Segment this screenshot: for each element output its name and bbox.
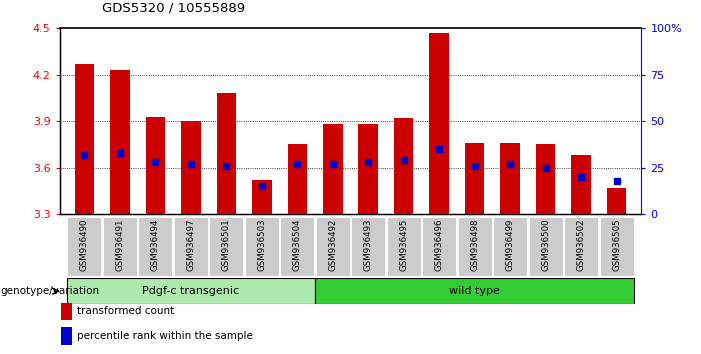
Text: GSM936503: GSM936503 [257,218,266,271]
Bar [607,188,626,214]
Text: GSM936504: GSM936504 [293,218,302,271]
FancyBboxPatch shape [458,217,491,275]
Text: genotype/variation: genotype/variation [0,286,99,296]
Text: GSM936502: GSM936502 [577,218,585,271]
Text: GSM936495: GSM936495 [399,218,408,271]
FancyBboxPatch shape [315,217,350,275]
FancyBboxPatch shape [599,217,634,275]
Text: GSM936496: GSM936496 [435,218,444,271]
FancyBboxPatch shape [493,217,527,275]
Bar [501,143,520,214]
Bar [323,124,343,214]
Text: GSM936497: GSM936497 [186,218,196,271]
Bar [146,116,165,214]
Text: GSM936501: GSM936501 [222,218,231,271]
Bar [465,143,484,214]
Bar [394,118,414,214]
FancyBboxPatch shape [564,217,598,275]
FancyBboxPatch shape [103,217,137,275]
Bar [430,33,449,214]
FancyBboxPatch shape [315,278,634,304]
Text: GSM936491: GSM936491 [116,218,124,271]
Bar [110,70,130,214]
Bar [217,93,236,214]
FancyBboxPatch shape [351,217,386,275]
Text: GSM936505: GSM936505 [612,218,621,271]
Bar [61,327,72,345]
FancyBboxPatch shape [387,217,421,275]
Text: percentile rank within the sample: percentile rank within the sample [77,331,253,341]
Text: GSM936493: GSM936493 [364,218,373,271]
FancyBboxPatch shape [67,278,315,304]
FancyBboxPatch shape [280,217,314,275]
FancyBboxPatch shape [67,217,102,275]
FancyBboxPatch shape [174,217,208,275]
FancyBboxPatch shape [210,217,243,275]
Bar [571,155,591,214]
Text: GDS5320 / 10555889: GDS5320 / 10555889 [102,1,245,14]
Bar [358,124,378,214]
Text: GSM936499: GSM936499 [505,219,515,271]
Text: GSM936500: GSM936500 [541,218,550,271]
Text: GSM936498: GSM936498 [470,218,479,271]
Bar [252,180,271,214]
Text: wild type: wild type [449,286,500,296]
Bar [181,121,200,214]
Bar [536,144,555,214]
Text: transformed count: transformed count [77,307,174,316]
FancyBboxPatch shape [245,217,279,275]
Text: Pdgf-c transgenic: Pdgf-c transgenic [142,286,240,296]
Text: GSM936492: GSM936492 [328,218,337,271]
Text: GSM936490: GSM936490 [80,218,89,271]
Bar [287,144,307,214]
Bar [75,64,94,214]
FancyBboxPatch shape [422,217,456,275]
Text: GSM936494: GSM936494 [151,218,160,271]
FancyBboxPatch shape [529,217,563,275]
Bar [61,303,72,320]
FancyBboxPatch shape [138,217,172,275]
